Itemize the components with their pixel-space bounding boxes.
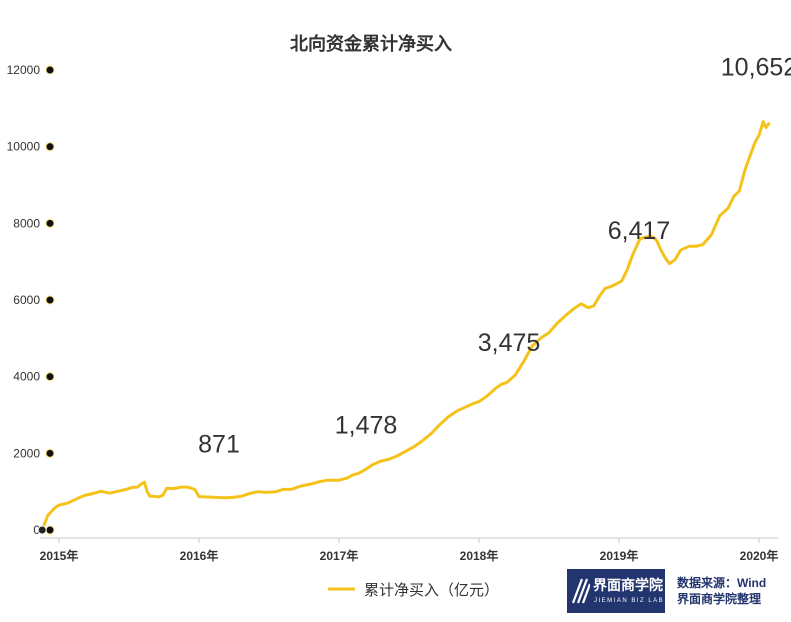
data-label: 10,652 xyxy=(721,54,791,82)
y-tick-label: 10000 xyxy=(7,140,41,154)
data-label: 6,417 xyxy=(608,217,671,245)
y-tick-marker xyxy=(45,218,55,228)
y-tick-marker xyxy=(45,372,55,382)
x-tick-label: 2017年 xyxy=(320,548,359,563)
series-line xyxy=(40,120,771,532)
y-tick-label: 2000 xyxy=(13,446,40,460)
y-tick-label: 6000 xyxy=(13,293,40,307)
legend: 累计净买入（亿元） xyxy=(328,582,499,599)
y-axis: 0 2000 4000 6000 8000 10000 12000 xyxy=(7,63,55,537)
brand-logo: 界面商学院 JIEMIAN BIZ LAB xyxy=(567,569,665,613)
data-label: 871 xyxy=(198,431,240,459)
data-label: 1,478 xyxy=(335,411,398,439)
x-tick-label: 2016年 xyxy=(180,548,219,563)
x-tick-label: 2018年 xyxy=(460,548,499,563)
origin-point xyxy=(37,525,47,535)
source-line-2: 界面商学院整理 xyxy=(677,592,762,606)
x-tick-label: 2019年 xyxy=(600,548,639,563)
y-tick-label: 8000 xyxy=(13,216,40,230)
brand-subtitle: JIEMIAN BIZ LAB xyxy=(594,598,665,604)
y-tick-label: 12000 xyxy=(7,63,41,77)
logo-stripes-icon xyxy=(572,578,590,604)
brand-name: 界面商学院 xyxy=(593,577,663,593)
source-line-1: 数据来源：Wind xyxy=(677,576,767,590)
footer: 界面商学院 JIEMIAN BIZ LAB 数据来源：Wind 界面商学院整理 xyxy=(567,569,791,613)
y-tick-marker xyxy=(45,142,55,152)
y-tick-marker xyxy=(45,295,55,305)
y-tick-marker xyxy=(45,525,55,535)
series-area xyxy=(37,120,771,535)
y-tick-label: 4000 xyxy=(13,370,40,384)
x-axis: 2015年 2016年 2017年 2018年 2019年 2020年 xyxy=(40,537,779,563)
source-note: 数据来源：Wind 界面商学院整理 xyxy=(677,575,766,607)
y-tick-label: 0 xyxy=(33,523,40,537)
legend-label: 累计净买入（亿元） xyxy=(364,582,499,599)
x-tick-label: 2015年 xyxy=(40,548,79,563)
x-tick-label: 2020年 xyxy=(740,548,779,563)
chart-title: 北向资金累计净买入 xyxy=(290,33,452,54)
data-label: 3,475 xyxy=(478,329,541,357)
y-tick-marker xyxy=(45,448,55,458)
y-tick-marker xyxy=(45,65,55,75)
data-labels: 871 1,478 3,475 6,417 10,652 xyxy=(198,54,791,459)
